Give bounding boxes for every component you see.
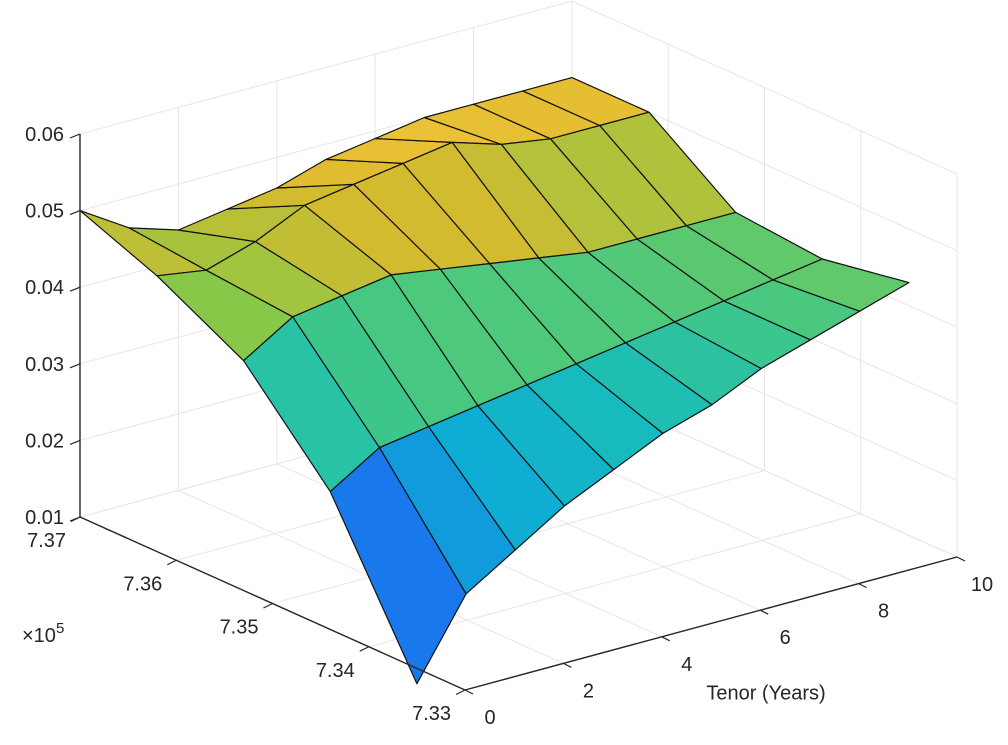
z-tick-label: 0.05 (25, 201, 64, 223)
y-tick-label: 7.35 (220, 617, 259, 639)
x-tick-label: 0 (484, 707, 495, 729)
y-tick (166, 559, 177, 566)
y-tick-label: 7.36 (123, 573, 162, 595)
x-tick-label: 2 (583, 680, 594, 702)
x-tick (759, 609, 769, 615)
x-tick (563, 662, 572, 668)
side-wall-gridline (571, 0, 958, 175)
y-tick (359, 646, 370, 652)
z-tick-label: 0.02 (25, 430, 64, 452)
y-tick (263, 602, 273, 609)
z-tick-label: 0.03 (25, 354, 64, 376)
x-tick (858, 583, 867, 589)
floor-gridline (368, 513, 861, 648)
z-tick (69, 363, 81, 369)
x-tick-label: 8 (878, 601, 889, 623)
z-tick (69, 516, 81, 522)
y-tick (455, 689, 466, 696)
x-tick-label: 10 (971, 574, 993, 596)
z-tick-label: 0.01 (25, 507, 64, 529)
y-tick-label: 7.33 (412, 703, 451, 725)
x-tick (661, 636, 671, 642)
z-tick-label: 0.06 (25, 124, 64, 146)
z-tick (69, 210, 81, 216)
x-tick (956, 556, 966, 562)
x-tick-label: 4 (681, 654, 692, 676)
y-tick-label: 7.37 (27, 530, 66, 552)
z-tick-label: 0.04 (25, 277, 64, 299)
x-tick-label: 6 (780, 627, 791, 649)
z-tick (69, 439, 81, 445)
x-tick (464, 689, 474, 695)
x-axis-line (464, 556, 958, 691)
z-tick (69, 133, 81, 139)
y-tick-label: 7.34 (316, 660, 355, 682)
surface-patch (772, 258, 910, 312)
x-axis-label: Tenor (Years) (706, 683, 825, 705)
y-exponent-label: ×105 (22, 620, 64, 647)
z-tick (69, 286, 81, 292)
back-wall-gridline (79, 0, 573, 135)
